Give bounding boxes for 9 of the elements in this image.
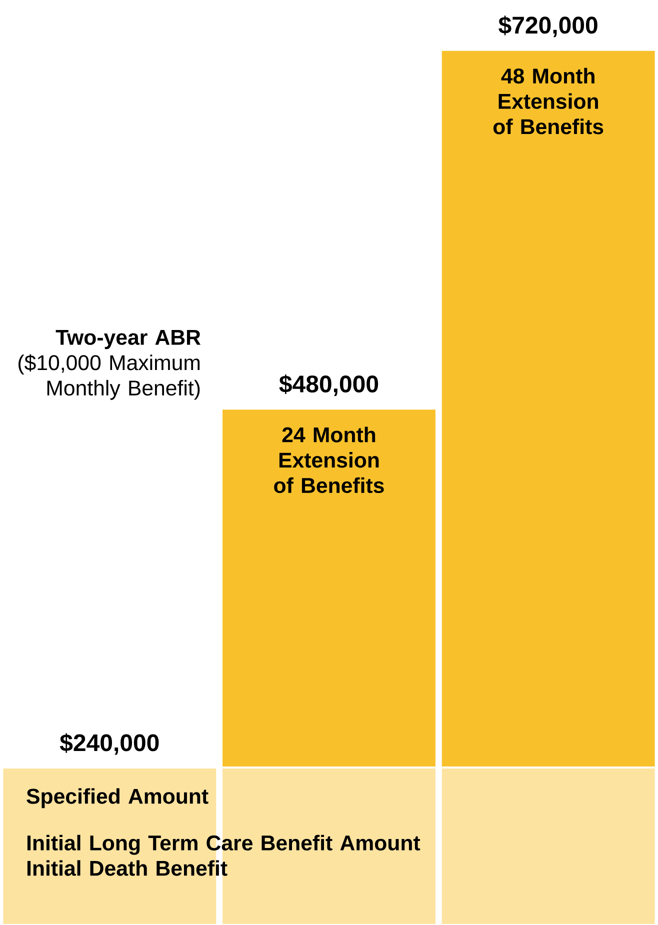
text: $720,000 xyxy=(498,16,598,38)
annotation: 24 Month Extension of Benefits xyxy=(274,426,384,494)
annotation: Initial Death Benefit xyxy=(27,860,228,876)
annotation: Two-year ABR ($10,000 Maximum Monthly Benefit) xyxy=(18,330,201,400)
annotation: $480,000 xyxy=(279,374,378,396)
annotation: $240,000 xyxy=(60,733,159,755)
annotation: Specified Amount xyxy=(26,788,208,808)
annotation: Initial Long Term Care Benefit Amount xyxy=(27,834,420,855)
annotation: 48 Month Extension of Benefits xyxy=(493,68,604,134)
